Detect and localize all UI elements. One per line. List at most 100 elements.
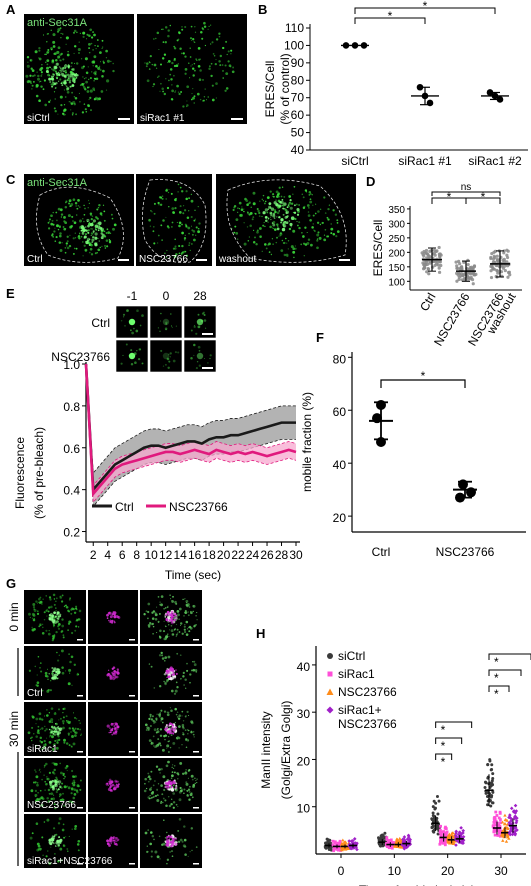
y-tick-label: 50 (291, 126, 305, 140)
punctum (201, 27, 204, 30)
punctum (75, 77, 78, 79)
punctum (181, 632, 184, 635)
punctum (35, 744, 38, 747)
punctum (159, 685, 162, 688)
punctum (162, 219, 165, 222)
data-point (346, 846, 350, 850)
punctum (89, 247, 93, 251)
punctum (147, 617, 149, 620)
punctum (45, 855, 48, 858)
punctum (185, 687, 187, 689)
punctum (175, 784, 178, 787)
punctum (50, 29, 52, 31)
punctum (184, 771, 188, 775)
punctum (91, 71, 93, 73)
punctum (181, 231, 184, 235)
punctum (285, 253, 289, 257)
punctum (335, 235, 338, 238)
punctum (36, 681, 40, 685)
punctum (34, 789, 38, 793)
punctum (263, 202, 266, 205)
punctum (54, 728, 57, 730)
punctum (90, 42, 93, 45)
punctum (71, 727, 74, 730)
y-tick-label: 250 (388, 234, 405, 245)
punctum (95, 65, 98, 68)
y-tick-label: 100 (284, 38, 304, 52)
punctum (293, 211, 297, 214)
punctum (276, 223, 279, 226)
punctum (47, 610, 50, 613)
punctum (184, 853, 187, 856)
punctum (203, 21, 206, 25)
punctum (225, 87, 229, 90)
punctum (170, 629, 174, 633)
punctum (88, 244, 91, 246)
punctum (219, 64, 222, 67)
punctum (147, 610, 150, 614)
punctum (248, 202, 250, 205)
punctum (193, 660, 196, 663)
punctum (39, 740, 42, 742)
punctum (46, 59, 50, 62)
sig-star: * (494, 655, 499, 669)
punctum (302, 196, 305, 199)
punctum (174, 618, 176, 621)
x-tick-label: 26 (260, 548, 274, 562)
punctum (55, 726, 57, 729)
micrograph-tile (24, 646, 86, 700)
x-tick-label: 4 (104, 548, 111, 562)
punctum (192, 230, 196, 233)
punctum (57, 860, 60, 863)
punctum (56, 804, 59, 807)
data-point (335, 847, 339, 851)
punctum (54, 834, 56, 837)
punctum (64, 251, 67, 254)
punctum (172, 671, 175, 675)
punctum (96, 252, 98, 254)
punctum (193, 62, 196, 65)
punctum (233, 231, 236, 234)
row-label: siRac1 (27, 744, 58, 755)
punctum (52, 637, 55, 640)
punctum (161, 195, 164, 197)
x-axis-label: Time (sec) (165, 568, 221, 582)
punctum (207, 28, 209, 30)
punctum (68, 244, 72, 248)
punctum (35, 94, 39, 98)
punctum (166, 634, 168, 636)
punctum (158, 768, 161, 771)
punctum (51, 771, 55, 774)
punctum (168, 845, 169, 847)
punctum (67, 609, 70, 613)
punctum (72, 712, 75, 714)
punctum (243, 208, 245, 210)
punctum (165, 78, 167, 80)
punctum (166, 724, 169, 727)
punctum (184, 234, 186, 237)
punctum (173, 784, 175, 786)
punctum (193, 343, 196, 347)
punctum (93, 98, 97, 101)
punctum (190, 827, 194, 830)
punctum (152, 632, 154, 635)
punctum (48, 100, 51, 104)
punctum (92, 236, 94, 239)
punctum (38, 712, 42, 716)
data-point (493, 823, 497, 827)
data-point (490, 781, 494, 785)
punctum (48, 74, 51, 77)
punctum (192, 733, 195, 736)
punctum (68, 835, 70, 837)
data-point (513, 811, 518, 815)
punctum (40, 741, 44, 744)
punctum (57, 708, 61, 711)
punctum (281, 223, 285, 226)
punctum (38, 57, 42, 61)
data-point (490, 768, 494, 772)
punctum (191, 233, 194, 236)
punctum (166, 606, 169, 609)
punctum (76, 618, 78, 620)
y-axis-label: ERES/Cell (371, 220, 385, 277)
punctum (83, 235, 87, 239)
